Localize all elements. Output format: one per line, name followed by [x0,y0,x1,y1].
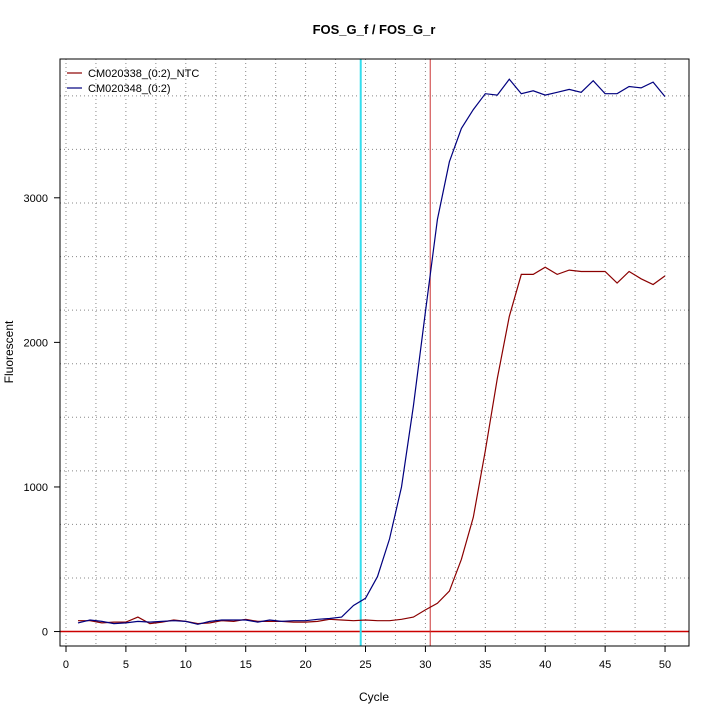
x-axis-label: Cycle [359,690,389,704]
x-tick-label: 0 [63,659,69,671]
x-tick-label: 25 [359,659,371,671]
reference-lines [60,59,689,646]
x-tick-label: 35 [479,659,491,671]
x-axis: 0 5 10 15 20 25 30 35 40 45 50 [63,645,671,671]
y-tick-label: 3000 [24,193,48,205]
series-lines [77,78,666,625]
x-tick-label: 50 [659,659,671,671]
chart-title: FOS_G_f / FOS_G_r [313,22,436,37]
y-tick-label: 1000 [24,482,48,494]
y-tick-label: 2000 [24,337,48,349]
legend-label-2: CM020348_(0:2) [88,83,171,95]
y-tick-label: 0 [42,627,48,639]
x-tick-label: 45 [599,659,611,671]
x-tick-label: 40 [539,659,551,671]
y-axis: 0 1000 2000 3000 [24,193,61,639]
y-axis-label: Fluorescent [2,320,16,383]
x-tick-label: 30 [419,659,431,671]
x-tick-label: 20 [299,659,311,671]
x-tick-label: 10 [180,659,192,671]
legend-label-1: CM020338_(0:2)_NTC [88,68,199,80]
series-line-2 [77,78,666,625]
x-tick-label: 15 [240,659,252,671]
legend: CM020338_(0:2)_NTC CM020348_(0:2) [67,68,199,95]
x-tick-label: 5 [123,659,129,671]
